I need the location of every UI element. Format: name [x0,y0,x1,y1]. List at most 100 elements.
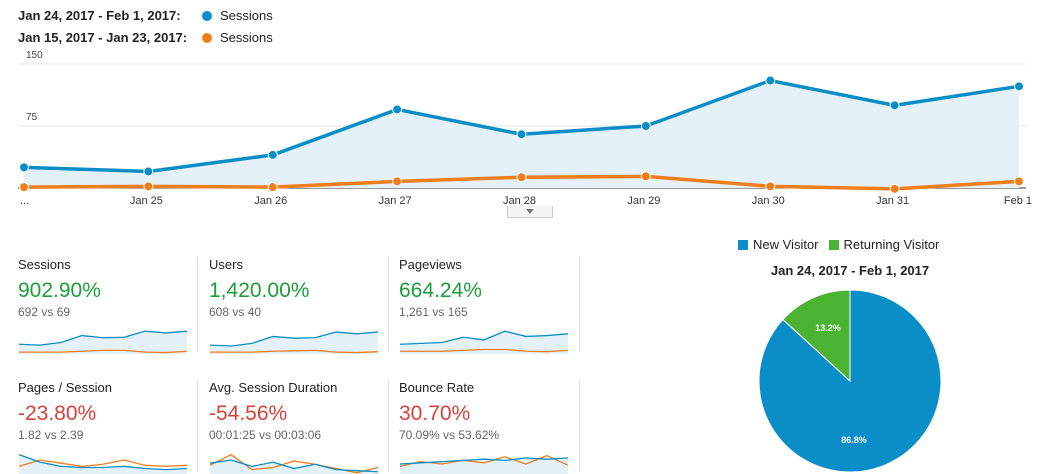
data-point[interactable] [1014,81,1024,92]
pie-slice[interactable] [782,289,851,383]
legend-current: Jan 24, 2017 - Feb 1, 2017: Sessions [18,8,273,23]
metric-label: Avg. Session Duration [209,380,338,395]
metric-comparison: 70.09% vs 53.62% [399,428,500,442]
tile-divider [579,257,580,352]
metric-label: Sessions [18,257,71,272]
sparkline-current [399,330,569,345]
chart-collapse-toggle[interactable] [507,206,553,218]
metric-comparison: 1.82 vs 2.39 [18,428,84,442]
tile-divider [388,380,389,472]
tile-divider [579,380,580,472]
legend-current-series: Sessions [220,8,273,23]
sparkline-previous [18,459,188,468]
sparkline-area [400,458,568,474]
x-tick-label: Jan 31 [876,195,909,207]
metric-label: Users [209,257,243,272]
pie-legend-returning-visitor: Returning Visitor [828,237,940,252]
legend-previous: Jan 15, 2017 - Jan 23, 2017: Sessions [18,30,273,45]
metric-comparison: 692 vs 69 [18,305,71,319]
tile-divider [197,257,198,352]
x-tick-label: ... [20,195,29,207]
metric-sparkline [18,454,188,474]
sparkline-current [399,457,569,465]
returning-visitor-label: Returning Visitor [843,237,940,252]
data-point[interactable] [392,104,403,115]
data-point[interactable] [765,75,776,86]
metric-tile[interactable]: Sessions 902.90% 692 vs 69 [18,257,198,355]
x-tick-label: Jan 26 [254,195,287,207]
sparkline-previous [209,453,379,474]
new-visitor-label: New Visitor [753,237,819,252]
metric-tile[interactable]: Pages / Session -23.80% 1.82 vs 2.39 [18,380,198,474]
metric-label: Bounce Rate [399,380,475,395]
pie-legend: New Visitor Returning Visitor [738,237,949,252]
tile-divider [197,380,198,472]
sparkline-current [18,330,188,346]
sparkline-current [18,454,188,471]
x-tick-label: Jan 29 [627,195,660,207]
sparkline-area [19,331,187,354]
data-point[interactable] [267,182,278,193]
tile-divider [388,257,389,352]
legend-previous-series: Sessions [220,30,273,45]
metric-sparkline [399,330,569,354]
data-point[interactable] [516,129,527,140]
pie-legend-new-visitor: New Visitor [738,237,819,252]
data-point[interactable] [1014,176,1024,187]
legend-current-range: Jan 24, 2017 - Feb 1, 2017: [18,8,181,23]
metric-comparison: 1,261 vs 165 [399,305,468,319]
data-point[interactable] [640,121,651,131]
metric-change-value: -54.56% [209,402,288,425]
legend-previous-dot [202,32,212,43]
visitor-type-pie-chart: 86.8% 13.2% [758,289,942,473]
chevron-down-icon [526,209,534,214]
data-point[interactable] [267,149,278,160]
new-visitor-swatch [738,239,748,250]
sparkline-area [210,460,378,474]
y-tick-label: 150 [26,50,43,61]
data-point[interactable] [143,181,154,192]
x-tick-label: Feb 1 [1004,195,1032,207]
metric-label: Pages / Session [18,380,112,395]
sparkline-previous [19,349,188,354]
sparkline-area [210,332,378,354]
metric-tile[interactable]: Avg. Session Duration -54.56% 00:01:25 vs … [209,380,389,474]
metric-sparkline [18,330,188,354]
pie-slice-label: 86.8% [841,435,867,445]
metric-sparkline [209,331,379,354]
sessions-area-fill [24,80,1019,188]
x-tick-label: Jan 25 [130,195,163,207]
x-tick-label: Jan 30 [752,195,785,207]
metric-tile[interactable]: Pageviews 664.24% 1,261 vs 165 [399,257,579,355]
x-tick-label: Jan 28 [503,195,536,207]
metric-label: Pageviews [399,257,462,272]
metric-comparison: 608 vs 40 [209,305,262,319]
data-point[interactable] [889,183,900,194]
data-point[interactable] [19,162,29,173]
sparkline-previous [400,348,569,353]
y-tick-label: 75 [26,112,38,123]
data-point[interactable] [19,182,29,193]
pie-title: Jan 24, 2017 - Feb 1, 2017 [770,263,930,278]
metric-change-value: 902.90% [18,279,101,302]
sparkline-previous [210,349,379,354]
data-point[interactable] [516,172,527,183]
returning-visitor-swatch [828,239,839,250]
sparkline-current [209,459,379,473]
data-point[interactable] [640,171,651,182]
metric-tile[interactable]: Bounce Rate 30.70% 70.09% vs 53.62% [399,380,579,474]
x-tick-label: Jan 27 [379,195,412,207]
metric-change-value: 1,420.00% [209,279,310,302]
metric-sparkline [399,454,569,474]
metric-tile[interactable]: Users 1,420.00% 608 vs 40 [209,257,389,355]
legend-current-dot [202,10,212,21]
metric-change-value: 30.70% [399,402,471,425]
data-point[interactable] [889,100,900,111]
metric-change-value: -23.80% [18,402,97,425]
data-point[interactable] [143,166,154,177]
data-point[interactable] [765,181,776,192]
sessions-line-chart: 150 75... Jan 25 Jan 26 Jan 27 Jan 28 Jan 29 Ja… [18,50,1032,207]
data-point[interactable] [392,176,403,187]
sparkline-current [209,331,379,347]
pie-slice-label: 13.2% [815,323,841,333]
